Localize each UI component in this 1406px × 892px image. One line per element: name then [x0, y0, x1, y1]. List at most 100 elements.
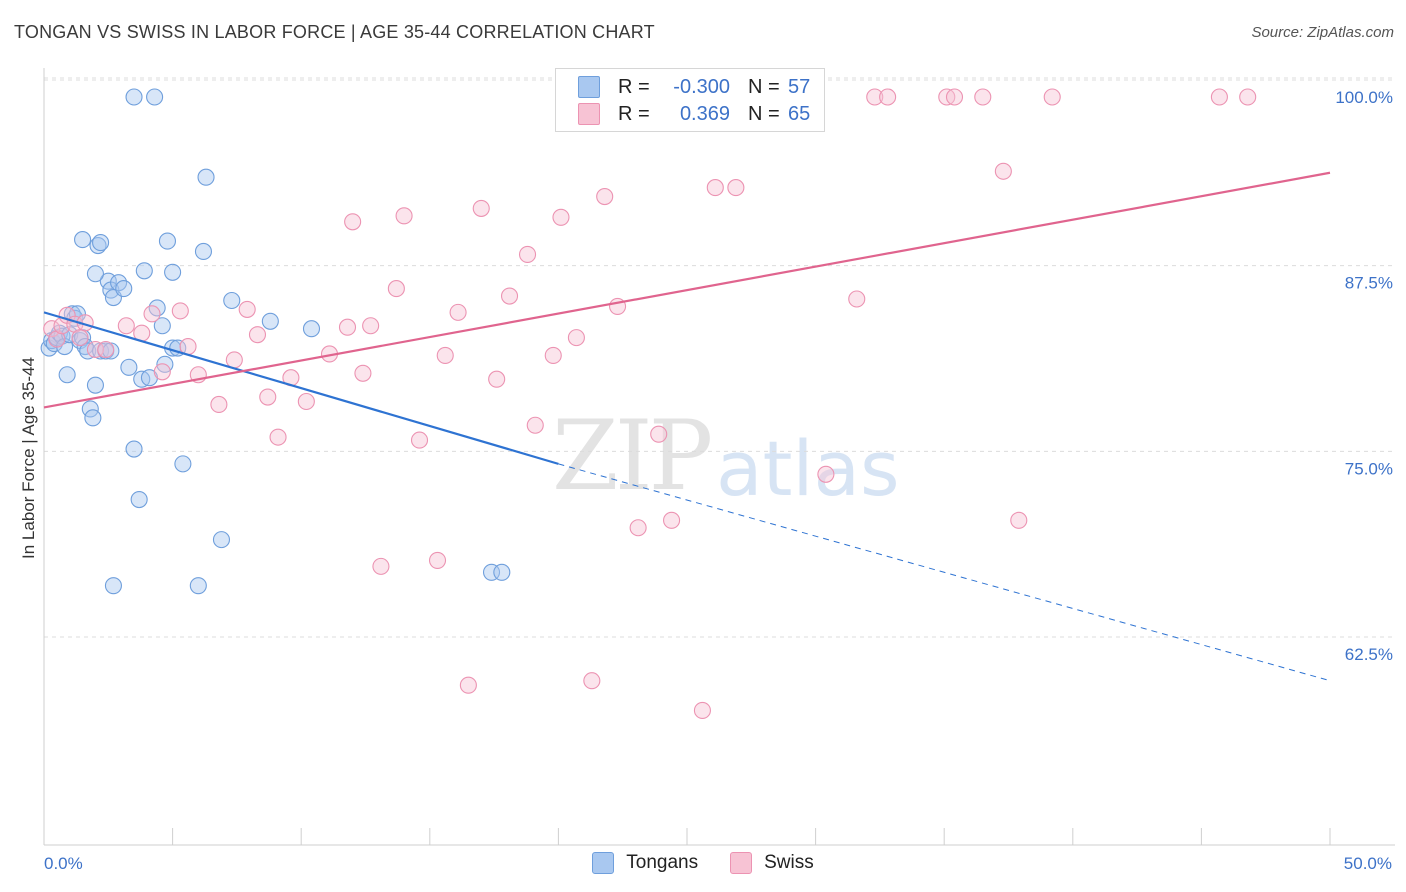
y-tick-label: 75.0% [1345, 459, 1393, 478]
swiss-point [362, 317, 380, 335]
swiss-point [117, 317, 135, 335]
tongan-point [146, 88, 164, 106]
tongan-point [92, 234, 110, 252]
r-label: R = [618, 102, 650, 125]
tongan-point [482, 563, 501, 581]
swiss-point [500, 287, 519, 305]
swiss-point [48, 330, 66, 348]
swiss-point [436, 346, 454, 364]
axes [43, 68, 1395, 846]
tongan-point [223, 291, 241, 310]
swiss-point [248, 326, 267, 344]
swiss-point [372, 557, 390, 575]
tongan-point [194, 242, 213, 261]
swiss-point [663, 511, 681, 529]
swiss-point [596, 187, 614, 206]
n-label: N = [748, 102, 780, 125]
tongan-point [493, 563, 511, 581]
watermark-atlas: atlas [716, 424, 900, 513]
swiss-point [866, 88, 884, 106]
swiss-point [143, 305, 161, 323]
swiss-point [428, 551, 447, 569]
swiss-point [974, 88, 992, 106]
swiss-point [945, 88, 964, 106]
swiss-point [1010, 511, 1028, 529]
swiss-point [387, 280, 405, 298]
tongan-point [115, 280, 133, 298]
swiss-point [238, 300, 256, 318]
swiss-point [269, 428, 287, 446]
swiss-point [354, 364, 372, 382]
legend-label-swiss: Swiss [764, 852, 814, 873]
r-value: -0.300 [673, 75, 730, 98]
y-tick-label: 62.5% [1345, 645, 1393, 664]
tongan-point [58, 366, 76, 384]
swiss-point [71, 329, 89, 347]
swiss-point [1210, 88, 1228, 106]
y-tick-label: 100.0% [1335, 88, 1393, 107]
tongan-point [189, 577, 207, 595]
tongan-point [74, 231, 92, 249]
swiss-point [1239, 88, 1257, 106]
swiss-point [395, 207, 413, 225]
tongan-point [135, 262, 153, 280]
swiss-point [727, 179, 745, 197]
swiss-point [629, 519, 647, 537]
swiss-point [817, 465, 835, 483]
swiss-point [552, 208, 570, 226]
swiss-point [583, 672, 601, 690]
tongan-point [86, 265, 104, 283]
chart-title: TONGAN VS SWISS IN LABOR FORCE | AGE 35-… [14, 22, 655, 42]
tongan-point [76, 337, 94, 356]
swiss-swatch [578, 103, 600, 125]
x-tick-label: 0.0% [44, 854, 83, 873]
tongan-point [125, 440, 143, 458]
swiss-point [544, 346, 562, 364]
tongan-point [197, 168, 215, 186]
swiss-point [43, 320, 61, 338]
swiss-point [488, 370, 506, 388]
swiss-point [848, 290, 866, 308]
gridlines [44, 77, 1395, 638]
tongan-trend-line [43, 311, 559, 465]
tongan-point [130, 490, 148, 509]
swiss-point [210, 395, 228, 414]
swiss-point [225, 351, 243, 369]
tongan-point [153, 317, 171, 335]
swiss-trend-line [43, 171, 1331, 409]
legend-item-tongans[interactable]: Tongans [592, 852, 698, 874]
tongan-trend-extension [558, 463, 1331, 682]
tongan-point [86, 376, 104, 394]
legend-item-swiss[interactable]: Swiss [730, 852, 814, 874]
x-tick-label: 50.0% [1344, 854, 1392, 873]
tongan-point [89, 236, 107, 255]
r-value: 0.369 [679, 102, 730, 125]
y-tick-label: 87.5% [1345, 274, 1393, 293]
tongan-point [120, 358, 138, 376]
tongan-point [84, 409, 102, 427]
swiss-point [86, 340, 104, 359]
data-points [40, 88, 1257, 719]
swiss-point [171, 302, 189, 320]
tongan-point [302, 320, 321, 338]
tongan-point [261, 312, 279, 330]
swiss-point [526, 416, 544, 434]
swiss-point [879, 88, 897, 106]
r-label: R = [618, 75, 650, 98]
swiss-point [706, 179, 724, 197]
swiss-point [97, 340, 115, 359]
swiss-point [459, 676, 477, 694]
swiss-legend-swatch [730, 852, 753, 874]
series-legend: Tongans Swiss [0, 852, 1406, 874]
watermark-zip: ZIP [552, 400, 713, 512]
tongan-point [104, 577, 122, 595]
swiss-point [344, 213, 362, 231]
swiss-point [994, 162, 1012, 180]
tick-labels: 100.0% 87.5% 75.0% 62.5% 0.0% 50.0% [44, 88, 1393, 873]
legend-label-tongans: Tongans [626, 852, 699, 873]
tongan-point [158, 232, 177, 250]
tongan-point [125, 88, 143, 106]
tongans-swatch [578, 76, 600, 98]
tongan-point [174, 455, 192, 473]
